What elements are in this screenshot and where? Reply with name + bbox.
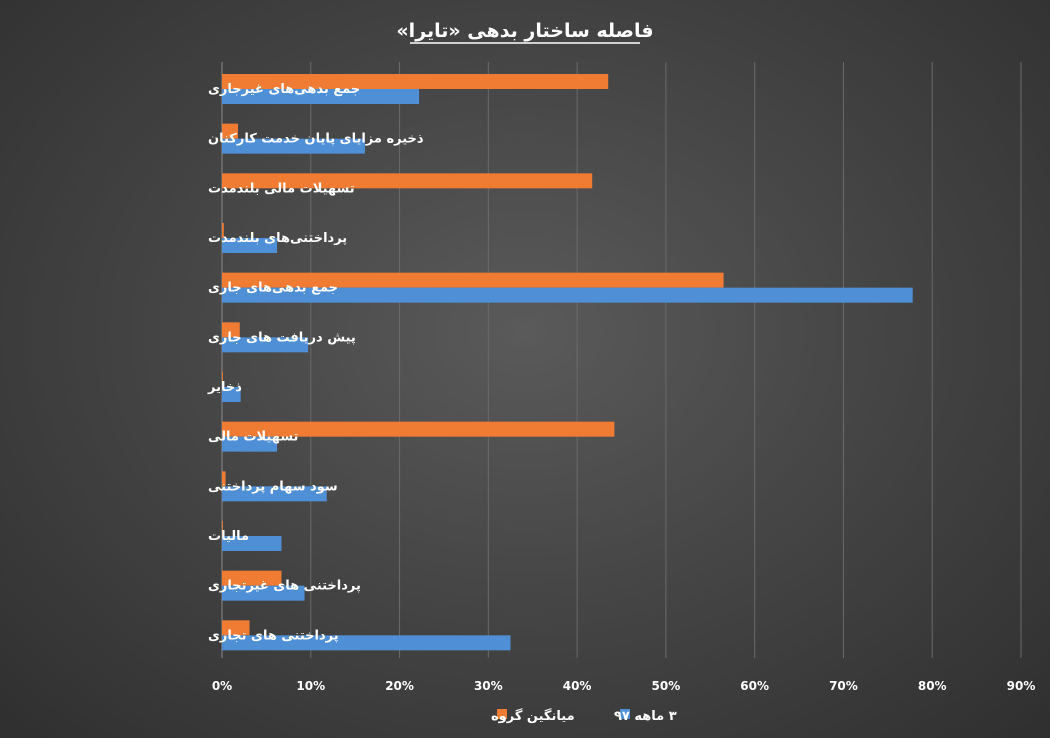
bar-q3-97-8 [222, 486, 327, 502]
chart-title-group: فاصله ساختار بدهی «تایرا» [396, 20, 654, 44]
x-tick-label: 60% [740, 679, 769, 693]
chart-title: فاصله ساختار بدهی «تایرا» [396, 20, 653, 42]
x-tick-label: 70% [829, 679, 858, 693]
legend-label-q3-97: ۳ ماهه ۹۷ [614, 709, 677, 724]
category-label: ذخیره مزایای پایان خدمت کارکنان [208, 132, 424, 147]
category-label: پرداختنی‌های بلندمدت [208, 231, 347, 246]
category-label: پرداختنی های تجاری [208, 628, 339, 643]
x-tick-label: 80% [918, 679, 947, 693]
x-tick-label: 20% [385, 679, 414, 693]
legend-swatch-group-average [497, 709, 507, 719]
bar-group-average-6 [222, 372, 223, 387]
bar-q3-97-11 [222, 635, 511, 651]
x-tick-label: 10% [296, 679, 325, 693]
x-tick-label: 30% [474, 679, 503, 693]
bar-q3-97-4 [222, 287, 913, 303]
category-label: پیش دریافت های جاری [208, 330, 356, 345]
bar-q3-97-1 [222, 138, 365, 154]
x-axis-tick-labels: 0% 10% 20% 30% 40% 50% 60% 70% 80% 90% [212, 679, 1036, 693]
legend-label-group-average: میانگین گروه [491, 708, 575, 724]
category-label: ذخایر [207, 380, 242, 395]
bar-q3-97-0 [222, 89, 420, 104]
bar-group-average-9 [222, 521, 223, 536]
category-label: جمع بدهی‌های غیرجاری [208, 82, 360, 97]
bar-group-average-7 [222, 421, 615, 437]
bar-q3-97-9 [222, 536, 282, 551]
x-tick-label: 40% [563, 679, 592, 693]
x-tick-label: 0% [212, 679, 232, 693]
bar-q3-97-6 [222, 387, 241, 402]
category-label: مالیات [208, 529, 249, 544]
bar-group-average-3 [222, 223, 224, 238]
category-label: تسهیلات مالی بلندمدت [208, 181, 355, 196]
category-label: تسهیلات مالی [208, 430, 298, 445]
legend-swatch-q3-97 [620, 709, 630, 719]
bar-group-average-10 [222, 570, 282, 586]
x-tick-label: 50% [652, 679, 681, 693]
grid-layer [221, 62, 1022, 658]
bar-group-average-4 [222, 272, 724, 288]
bar-group-average-2 [222, 173, 593, 189]
bar-q3-97-5 [222, 337, 309, 353]
bar-q3-97-3 [222, 238, 278, 253]
bar-group-average-11 [222, 620, 250, 636]
category-label: پرداختنی های غیرتجاری [208, 579, 361, 594]
legend: میانگین گروه ۳ ماهه ۹۷ [491, 708, 677, 724]
bar-group-average-0 [222, 74, 609, 89]
category-label: جمع بدهی‌های جاری [208, 281, 338, 296]
bar-group-average-1 [222, 123, 238, 139]
category-labels: جمع بدهی‌های غیرجاری ذخیره مزایای پایان خ… [207, 82, 424, 643]
bars-layer [222, 74, 913, 651]
x-tick-label: 90% [1007, 679, 1036, 693]
bar-q3-97-7 [222, 436, 278, 452]
bar-group-average-8 [222, 471, 226, 487]
bar-group-average-5 [222, 322, 240, 338]
bar-q3-97-10 [222, 585, 305, 601]
category-label: سود سهام پرداختنی [208, 479, 338, 494]
